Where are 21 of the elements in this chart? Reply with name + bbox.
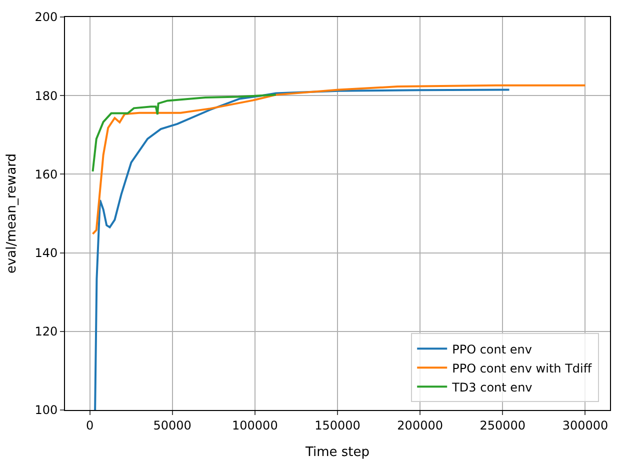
line-series — [92, 84, 586, 235]
x-tick-label: 50000 — [153, 418, 192, 432]
legend-label: PPO cont env with Tdiff — [452, 361, 592, 376]
y-tick-label: 160 — [34, 167, 58, 182]
y-tick-label: 140 — [34, 246, 58, 260]
x-tick-label: 150000 — [314, 418, 360, 432]
y-tick-label: 200 — [34, 10, 58, 24]
legend-label: PPO cont env — [452, 342, 532, 356]
x-tick-label: 100000 — [232, 418, 278, 432]
x-tick-label: 300000 — [562, 418, 608, 432]
x-tick-label: 200000 — [397, 418, 443, 432]
y-tick-label: 120 — [34, 324, 58, 339]
y-axis-title: eval/mean_reward — [4, 153, 20, 274]
line-series — [92, 94, 277, 172]
y-tick-label: 100 — [34, 403, 58, 418]
x-axis-title: Time step — [304, 445, 370, 460]
y-tick-label: 180 — [34, 88, 58, 103]
legend-label: TD3 cont env — [451, 380, 532, 394]
x-tick-label: 0 — [86, 418, 94, 432]
x-tick-label: 250000 — [480, 418, 526, 432]
line-series — [94, 88, 510, 410]
